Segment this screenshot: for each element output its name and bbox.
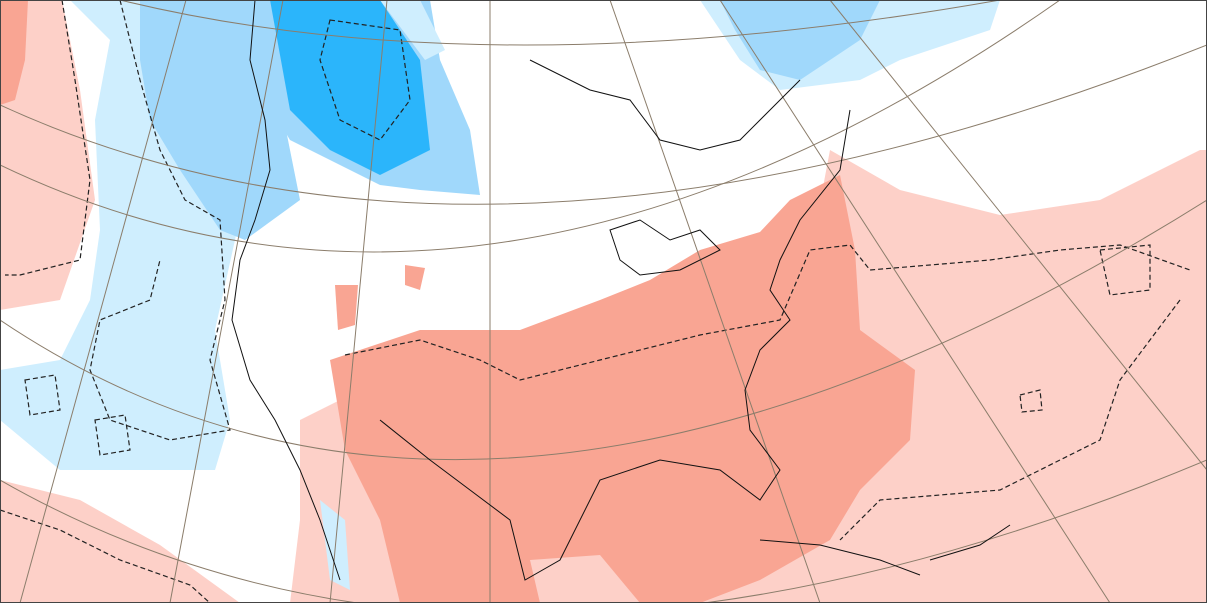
contour — [1099, 244, 1151, 296]
contour — [839, 299, 1181, 541]
meridian — [829, 0, 1207, 471]
meridian — [719, 0, 1111, 603]
warm-anomaly — [330, 175, 915, 603]
contour — [5, 0, 91, 276]
coastline — [529, 59, 801, 151]
coastline — [231, 0, 341, 581]
cold-anomaly — [720, 0, 880, 80]
parallel — [119, 0, 1001, 46]
cold-anomaly-strong — [270, 0, 430, 175]
warm-anomaly — [0, 0, 28, 105]
parallel — [0, 199, 1207, 461]
warm-anomaly-light — [0, 0, 95, 310]
contour — [344, 244, 1191, 381]
coastline — [929, 524, 1011, 561]
warm-anomaly-light — [530, 555, 640, 603]
meridian — [609, 0, 821, 603]
meridian — [169, 0, 284, 603]
coastline — [609, 219, 721, 276]
coastline — [379, 109, 851, 581]
parallel — [0, 459, 1207, 603]
warm-anomaly — [405, 265, 425, 290]
warm-anomaly — [335, 285, 358, 330]
meridian — [329, 0, 388, 603]
contour — [24, 374, 61, 416]
warm-anomaly-light — [0, 480, 240, 603]
warm-anomaly-light — [290, 400, 400, 603]
contour — [89, 0, 231, 441]
meridian — [19, 0, 187, 603]
contour — [94, 414, 131, 456]
contour — [1019, 389, 1043, 413]
cold-anomaly-light — [380, 0, 445, 60]
coastline — [759, 539, 921, 576]
contour — [319, 19, 411, 141]
parallel — [0, 44, 1207, 205]
contour — [0, 509, 211, 603]
parallel — [0, 0, 1061, 253]
